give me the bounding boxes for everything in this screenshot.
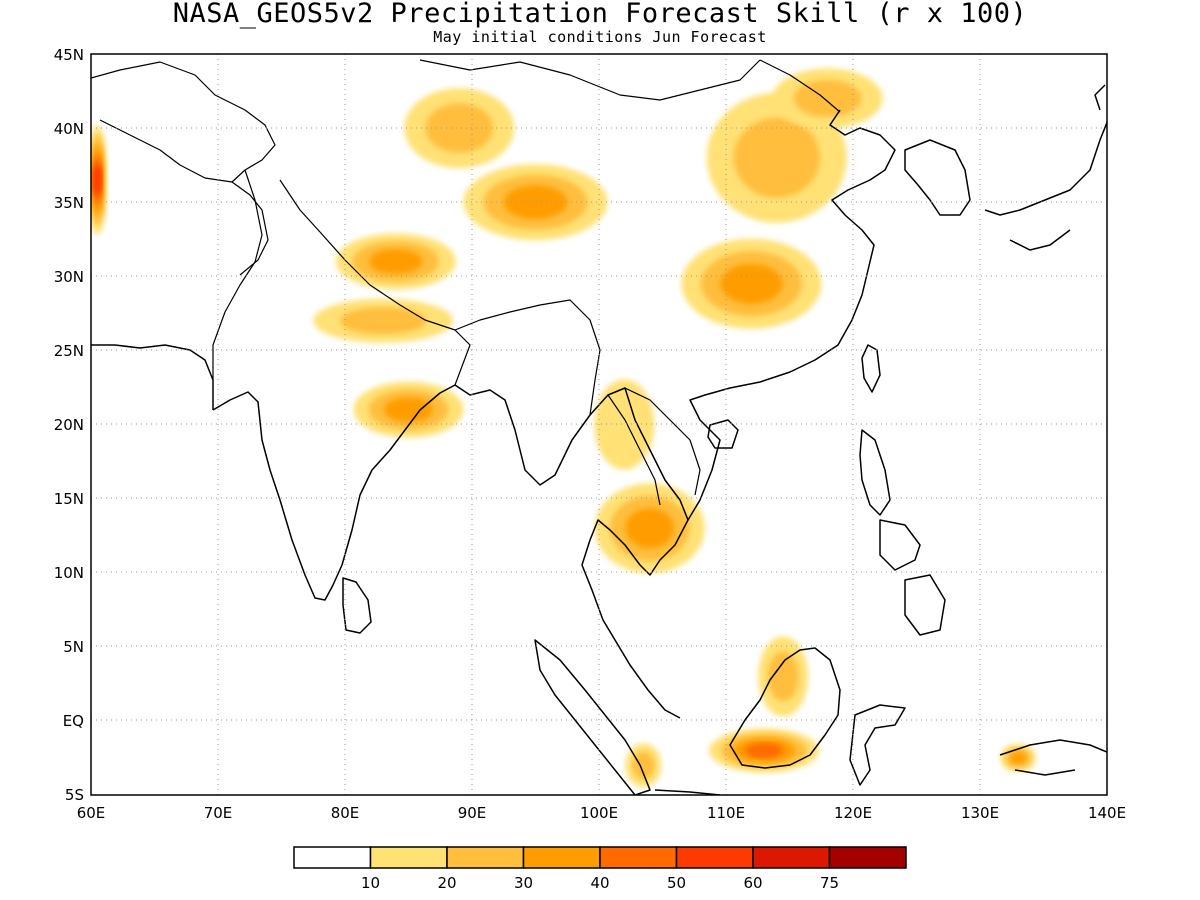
coastlines [91, 84, 1107, 795]
colorbar-label-60: 60 [743, 874, 762, 892]
skill-region-new-guinea-west [1000, 743, 1037, 772]
lon-tick-70e: 70E [204, 804, 233, 822]
skill-region-mongolia-east [772, 68, 883, 129]
lon-tick-100e: 100E [580, 804, 618, 822]
skill-region-himalaya-nepal [335, 233, 456, 290]
skill-contour-level-3 [720, 263, 783, 304]
border-laos-vietnam [624, 387, 701, 496]
skill-contour-level-2 [425, 103, 494, 153]
border-tibet-burma [454, 299, 601, 416]
colorbar-label-20: 20 [437, 874, 456, 892]
skill-region-borneo-south [709, 728, 820, 773]
lat-tick-30n: 30N [54, 268, 84, 286]
lat-tick-20n: 20N [54, 416, 84, 434]
skill-region-south-china [681, 238, 822, 329]
lon-tick-130e: 130E [961, 804, 999, 822]
coastline-sri-lanka [342, 577, 372, 634]
country-borders [91, 59, 841, 506]
border-china-mongolia [759, 59, 841, 113]
plot-frame [90, 53, 1108, 796]
lat-tick-25n: 25N [54, 342, 84, 360]
coastline-java [654, 789, 721, 795]
skill-region-laos-north [594, 379, 655, 470]
skill-contour-level-2 [767, 651, 799, 702]
skill-contour-level-5 [92, 164, 103, 196]
lat-tick-15n: 15N [54, 490, 84, 508]
gridlines [91, 54, 1107, 795]
lat-tick-40n: 40N [54, 120, 84, 138]
coastline-iran [91, 344, 214, 410]
coastline-sulawesi [849, 704, 906, 786]
lat-tick-10n: 10N [54, 564, 84, 582]
coastline-mindanao [904, 574, 946, 636]
coastline-india [212, 384, 456, 601]
border-afghanistan [99, 119, 233, 183]
skill-contour-level-3 [369, 249, 423, 274]
lat-tick-eq: EQ [63, 712, 84, 730]
skill-contour-level-3 [625, 508, 675, 549]
skill-contour-level-3 [384, 397, 433, 423]
lat-tick-35n: 35N [54, 194, 84, 212]
colorbar-label-10: 10 [361, 874, 380, 892]
skill-region-indochina-cambodia [594, 483, 705, 574]
skill-region-borneo-north [758, 636, 809, 717]
coastline-korea [904, 139, 971, 216]
map-title: NASA_GEOS5v2 Precipitation Forecast Skil… [172, 0, 1028, 29]
border-himalaya [279, 179, 471, 386]
border-china-west [91, 61, 276, 276]
coastline-borneo [729, 647, 841, 769]
skill-region-tibet-west [404, 88, 515, 169]
lon-tick-90e: 90E [458, 804, 487, 822]
skill-shading [91, 68, 1037, 788]
coastline-hainan [707, 419, 739, 449]
border-laos-thailand [607, 394, 661, 506]
colorbar-swatch-5 [675, 846, 754, 869]
x-axis: 60E 70E 80E 90E 100E 110E 120E 130E 140E [77, 804, 1126, 822]
skill-contour-level-3 [1010, 751, 1027, 765]
skill-contour-level-2 [340, 307, 427, 335]
coastline-taiwan [861, 344, 881, 393]
lon-tick-60e: 60E [77, 804, 106, 822]
skill-contour-level-4 [744, 742, 784, 759]
colorbar-swatch-3 [522, 846, 601, 869]
colorbar-swatch-7 [828, 846, 907, 869]
border-india-pakistan [212, 169, 263, 380]
colorbar-label-30: 30 [514, 874, 533, 892]
skill-region-north-india [313, 298, 454, 343]
lon-tick-140e: 140E [1088, 804, 1126, 822]
lon-tick-110e: 110E [707, 804, 745, 822]
lon-tick-80e: 80E [331, 804, 360, 822]
skill-contour-level-2 [733, 117, 820, 198]
skill-region-iran-west [91, 124, 108, 235]
coastline-vietnam-china [687, 109, 896, 521]
lon-tick-120e: 120E [834, 804, 872, 822]
colorbar-label-75: 75 [820, 874, 839, 892]
skill-contour-level-2 [632, 751, 655, 779]
skill-region-tibet-central [463, 164, 608, 241]
colorbar-swatch-2 [446, 846, 525, 869]
colorbar-swatch-0 [293, 846, 372, 869]
lat-tick-45n: 45N [54, 46, 84, 64]
coastline-luzon [859, 429, 891, 516]
colorbar-label-50: 50 [667, 874, 686, 892]
y-axis: 45N 40N 35N 30N 25N 20N 15N 10N 5N EQ 5S [54, 46, 84, 804]
colorbar-swatch-4 [599, 846, 678, 869]
coastline-visayas [879, 519, 921, 571]
lat-tick-5s: 5S [65, 786, 84, 804]
coastline-japan [984, 84, 1107, 251]
colorbar: 10 20 30 40 50 60 75 [293, 846, 907, 892]
colorbar-swatch-1 [369, 846, 448, 869]
coastline-new-guinea [999, 739, 1107, 776]
skill-contour-level-2 [793, 79, 862, 117]
skill-contour-level-1 [594, 379, 655, 470]
border-mongolia [419, 59, 761, 101]
colorbar-label-40: 40 [590, 874, 609, 892]
skill-contour-level-3 [503, 185, 568, 220]
colorbar-swatch-6 [752, 846, 831, 869]
coastline-sumatra [534, 639, 651, 795]
lat-tick-5n: 5N [63, 638, 84, 656]
map-subtitle: May initial conditions Jun Forecast [433, 28, 767, 46]
